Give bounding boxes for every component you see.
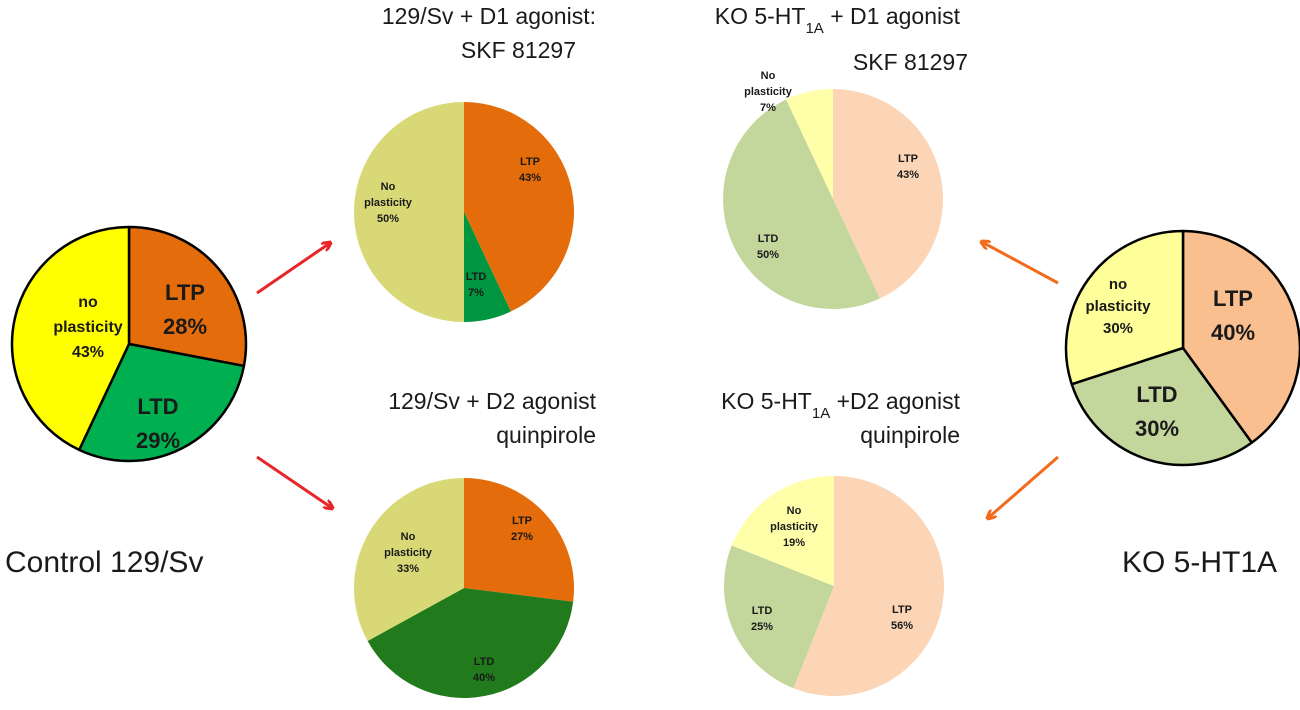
pie-slice-no-plasticity xyxy=(1064,229,1185,386)
slice-label: LTP xyxy=(165,280,205,305)
slice-value-label: 43% xyxy=(519,172,541,184)
slice-label: plasticity xyxy=(364,197,413,209)
slice-value-label: 50% xyxy=(377,213,399,225)
slice-value-label: 40% xyxy=(473,672,495,684)
pie-chart-5: LTP 56% LTD 25% No plasticity 19% xyxy=(724,476,944,696)
arrow-control-to-d1 xyxy=(256,243,330,295)
chart-title-d1-control: 129/Sv + D1 agonist: SKF 81297 xyxy=(382,3,596,63)
chart-title-line: 129/Sv + D2 agonist xyxy=(388,388,596,414)
chart-title-d2-control: 129/Sv + D2 agonist quinpirole xyxy=(388,388,596,448)
pie-slice-ltp xyxy=(793,476,944,696)
slice-label: LTD xyxy=(474,656,495,668)
slice-label: no xyxy=(78,294,98,311)
slice-label: No xyxy=(787,505,802,517)
pie-slice-no-plasticity xyxy=(10,225,131,452)
slice-label: LTP xyxy=(520,156,540,168)
slice-value-label: 56% xyxy=(891,620,913,632)
slice-label: plasticity xyxy=(1085,298,1151,315)
slice-value-label: 43% xyxy=(72,344,104,361)
chart-title-line: quinpirole xyxy=(496,422,596,448)
chart-title-line: SKF 81297 xyxy=(461,37,576,63)
slice-value-label: 25% xyxy=(751,621,773,633)
slice-label: No xyxy=(761,70,776,82)
slice-label: LTD xyxy=(137,394,178,419)
slice-value-label: 43% xyxy=(897,169,919,181)
slice-label: no xyxy=(1109,276,1127,293)
pie-slice-ltd xyxy=(367,588,574,699)
slice-value-label: 40% xyxy=(1211,320,1255,345)
slice-label: LTD xyxy=(466,271,487,283)
slice-value-label: 30% xyxy=(1103,320,1133,337)
chart-title-line: quinpirole xyxy=(860,422,960,448)
pie-slice-ltp xyxy=(1181,229,1300,444)
slice-value-label: 33% xyxy=(397,563,419,575)
pie-slice-ltd xyxy=(723,99,880,309)
slice-label: LTD xyxy=(758,233,779,245)
arrow-ko-to-d2 xyxy=(988,455,1059,518)
pie-slice-ltd xyxy=(724,545,834,689)
arrow-ko-to-d1 xyxy=(982,242,1059,285)
slice-label: No xyxy=(401,531,416,543)
chart-title-d2-ko: KO 5-HT1A +D2 agonist quinpirole xyxy=(721,388,960,448)
slice-value-label: 7% xyxy=(760,102,776,114)
pies-layer: LTP 28% LTD 29% no plasticity 43% LTP 43% LTD 7% No… xyxy=(10,70,1300,699)
pie-slice-ltp xyxy=(464,478,574,602)
slice-value-label: 50% xyxy=(757,249,779,261)
ko-group-label: KO 5-HT1A xyxy=(1122,546,1277,579)
pie-slice-ltp xyxy=(464,102,574,312)
chart-title-d1-ko: KO 5-HT1A + D1 agonist SKF 81297 xyxy=(715,3,968,75)
pie-slice-no-plasticity xyxy=(354,478,464,641)
pie-slice-no-plasticity xyxy=(731,476,834,586)
pie-slice-ltp xyxy=(833,89,943,299)
slice-label: LTP xyxy=(898,153,918,165)
slice-value-label: 28% xyxy=(163,314,207,339)
slice-label: LTP xyxy=(892,604,912,616)
slice-label: plasticity xyxy=(384,547,433,559)
slice-label: plasticity xyxy=(770,521,819,533)
chart-title-line: KO 5-HT1A +D2 agonist xyxy=(721,388,960,422)
control-group-label: Control 129/Sv xyxy=(5,546,203,579)
slice-label: LTP xyxy=(1213,286,1253,311)
slice-label: plasticity xyxy=(744,86,793,98)
pie-chart-3: LTP 27% LTD 40% No plasticity 33% xyxy=(354,478,574,699)
pie-chart-6: LTP 40% LTD 30% no plasticity 30% xyxy=(1064,229,1300,467)
chart-title-line: 129/Sv + D1 agonist: xyxy=(382,3,596,29)
pie-slice-ltd xyxy=(464,212,511,322)
pie-chart-2: LTP 43% LTD 7% No plasticity 50% xyxy=(354,102,574,322)
slice-value-label: 7% xyxy=(468,287,484,299)
slice-value-label: 27% xyxy=(511,531,533,543)
pie-slice-no-plasticity xyxy=(786,89,833,199)
chart-title-line: KO 5-HT1A + D1 agonist xyxy=(715,3,961,37)
slice-value-label: 29% xyxy=(136,428,180,453)
pie-chart-4: LTP 43% LTD 50% No plasticity 7% xyxy=(723,70,943,309)
pie-slice-no-plasticity xyxy=(354,102,464,322)
slice-label: LTD xyxy=(1136,382,1177,407)
slice-label: LTD xyxy=(752,605,773,617)
pie-slice-ltp xyxy=(127,225,248,368)
pie-chart-1: LTP 28% LTD 29% no plasticity 43% xyxy=(10,225,248,463)
slice-label: No xyxy=(381,181,396,193)
slice-label: LTP xyxy=(512,515,532,527)
pie-slice-ltd xyxy=(77,342,246,463)
chart-title-line: SKF 81297 xyxy=(853,49,968,75)
slice-value-label: 19% xyxy=(783,537,805,549)
slice-label: plasticity xyxy=(53,319,122,336)
slice-value-label: 30% xyxy=(1135,416,1179,441)
arrow-control-to-d2 xyxy=(256,455,332,508)
pie-slice-ltd xyxy=(1070,346,1254,467)
